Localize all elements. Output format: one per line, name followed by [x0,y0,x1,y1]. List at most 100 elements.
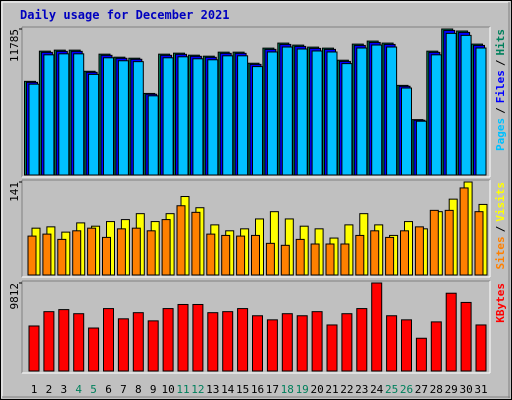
x-tick-label: 30 [459,383,472,396]
legend-separator: / [494,107,507,114]
bar [87,227,97,276]
bar [296,315,308,372]
legend-entry: Pages [494,118,507,151]
bar [28,325,40,372]
bar [265,242,275,276]
bar [72,230,82,276]
bar [177,56,189,176]
x-tick-label: 24 [370,383,384,396]
x-tick-label: 7 [120,383,127,396]
bar [131,227,141,276]
bar [281,313,293,372]
legend: Pages / Files / Hits [494,29,507,151]
bar [73,313,85,372]
bar [341,313,353,372]
bar [116,228,126,276]
x-tick-label: 17 [266,383,279,396]
x-tick-label: 1 [31,383,38,396]
legend-entry: Sites [494,236,507,269]
x-tick-label: 3 [60,383,67,396]
bar [415,120,427,176]
bar [222,311,234,372]
bar [27,235,37,276]
bar [147,95,159,176]
bar [415,337,427,372]
y-tick-label: 11785 [8,29,21,62]
bar [371,282,383,372]
x-tick-label: 13 [206,383,219,396]
bar [430,54,442,176]
x-tick-label: 8 [135,383,142,396]
bar [475,324,487,372]
bar [266,51,278,176]
legend-entry: KBytes [494,283,507,323]
legend-entry: Hits [494,29,507,56]
x-tick-label: 10 [161,383,174,396]
chart-title: Daily usage for December 2021 [20,8,230,22]
bar [355,234,365,276]
bar [296,48,308,176]
bar [236,235,246,276]
bar [295,238,305,276]
bar [371,44,383,176]
bar [429,209,439,276]
x-tick-label: 4 [75,383,82,396]
bar [252,66,263,176]
legend-separator: / [494,225,507,232]
bar [401,87,412,176]
legend: KBytes [494,283,507,323]
bar [177,303,189,372]
legend-separator: / [494,59,507,66]
x-tick-label: 16 [251,383,264,396]
bar [386,46,398,176]
bar [207,59,219,176]
legend-entry: Visits [494,182,507,222]
x-tick-label: 31 [474,383,487,396]
bar [161,219,171,276]
bar [176,205,186,276]
x-tick-label: 11 [176,383,189,396]
bar [42,233,52,276]
bar [117,318,129,372]
bar [57,238,67,276]
x-tick-label: 12 [191,383,204,396]
bar [326,51,338,176]
bar [88,73,100,176]
bar [28,83,40,176]
bar [400,230,409,276]
bar [117,60,129,176]
bar [206,233,216,276]
bar [73,53,85,176]
bar [445,292,457,372]
bar [341,63,353,176]
bar [281,46,293,176]
bar [222,55,234,176]
x-tick-label: 9 [150,383,157,396]
bar [460,301,472,372]
bar [221,234,231,276]
bar [251,234,260,276]
y-tick-label: 141 [8,182,21,202]
bar [280,244,290,276]
bar [266,319,278,372]
x-tick-label: 28 [430,383,443,396]
x-tick-label: 5 [90,383,97,396]
bar [459,187,469,276]
bar [311,311,323,372]
y-tick-label: 9812 [8,283,21,310]
bar [475,47,487,176]
x-tick-label: 26 [400,383,413,396]
bar [474,211,484,276]
bar [252,315,263,372]
bar [386,315,398,372]
bar [88,327,100,372]
x-tick-label: 15 [236,383,249,396]
bar [370,230,380,276]
bar [102,236,111,276]
x-tick-label: 19 [296,383,309,396]
bar [192,58,204,176]
bar [445,32,457,176]
x-tick-label: 21 [325,383,338,396]
bar [430,321,442,372]
bar [162,57,174,176]
